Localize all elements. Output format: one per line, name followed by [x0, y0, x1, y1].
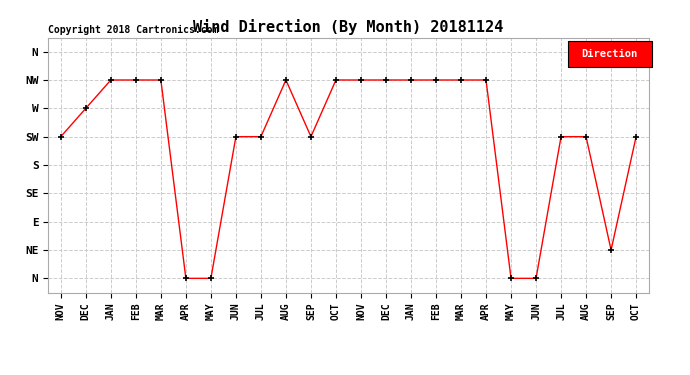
Text: Copyright 2018 Cartronics.com: Copyright 2018 Cartronics.com [48, 25, 219, 35]
Title: Wind Direction (By Month) 20181124: Wind Direction (By Month) 20181124 [193, 19, 504, 35]
Text: Direction: Direction [582, 49, 638, 59]
FancyBboxPatch shape [568, 41, 651, 67]
